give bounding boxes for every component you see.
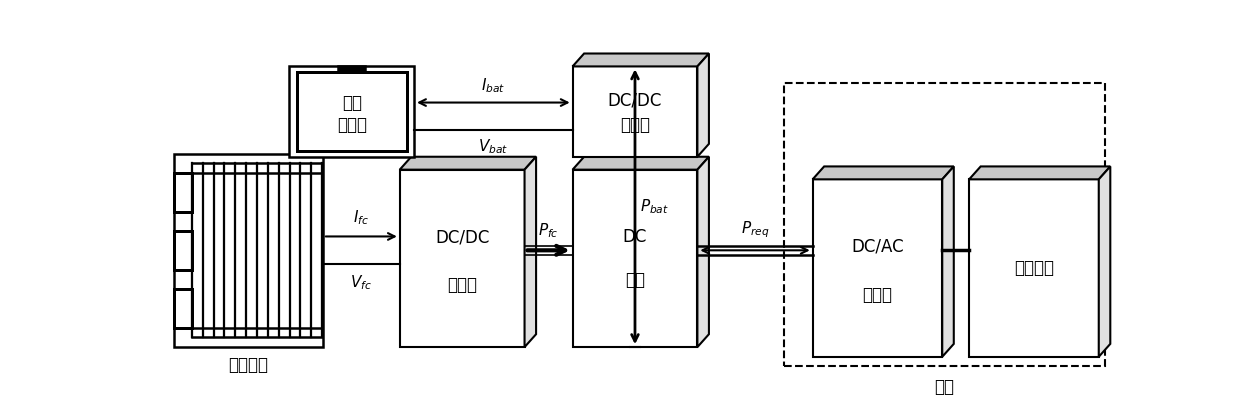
Polygon shape — [1099, 166, 1110, 357]
Text: DC/DC: DC/DC — [435, 228, 489, 246]
Polygon shape — [400, 170, 524, 347]
Polygon shape — [290, 66, 414, 157]
Text: $I_{fc}$: $I_{fc}$ — [353, 209, 369, 227]
Polygon shape — [698, 54, 709, 157]
Text: 总线: 总线 — [624, 271, 646, 289]
Text: 动力: 动力 — [342, 93, 362, 111]
Bar — [784, 83, 1105, 367]
Polygon shape — [572, 157, 709, 170]
Polygon shape — [943, 166, 954, 357]
Polygon shape — [813, 166, 954, 179]
Polygon shape — [969, 166, 1110, 179]
Text: 驱动电机: 驱动电机 — [1014, 259, 1054, 277]
Text: DC/DC: DC/DC — [608, 92, 662, 110]
Text: $P_{fc}$: $P_{fc}$ — [538, 221, 559, 240]
Text: $P_{req}$: $P_{req}$ — [741, 219, 769, 240]
Polygon shape — [572, 66, 698, 157]
Text: $V_{bat}$: $V_{bat}$ — [478, 137, 508, 156]
Polygon shape — [297, 72, 406, 151]
Polygon shape — [524, 157, 536, 347]
Polygon shape — [698, 157, 709, 347]
Text: 逆变器: 逆变器 — [862, 286, 892, 304]
Text: 燃料电池: 燃料电池 — [228, 356, 269, 374]
Polygon shape — [969, 179, 1099, 357]
Text: 变换器: 变换器 — [620, 116, 650, 134]
Polygon shape — [338, 65, 366, 72]
Text: 电池组: 电池组 — [337, 116, 367, 134]
Text: $I_{bat}$: $I_{bat}$ — [481, 76, 506, 95]
Text: $V_{fc}$: $V_{fc}$ — [351, 274, 372, 292]
Text: 变换器: 变换器 — [447, 276, 477, 294]
Text: 负载: 负载 — [934, 378, 955, 396]
Polygon shape — [813, 179, 943, 357]
Polygon shape — [572, 54, 709, 66]
Polygon shape — [400, 157, 536, 170]
Polygon shape — [572, 170, 698, 347]
Polygon shape — [173, 153, 323, 347]
Text: DC/AC: DC/AC — [851, 238, 903, 256]
Text: DC: DC — [623, 228, 647, 246]
Text: $P_{bat}$: $P_{bat}$ — [641, 197, 669, 216]
